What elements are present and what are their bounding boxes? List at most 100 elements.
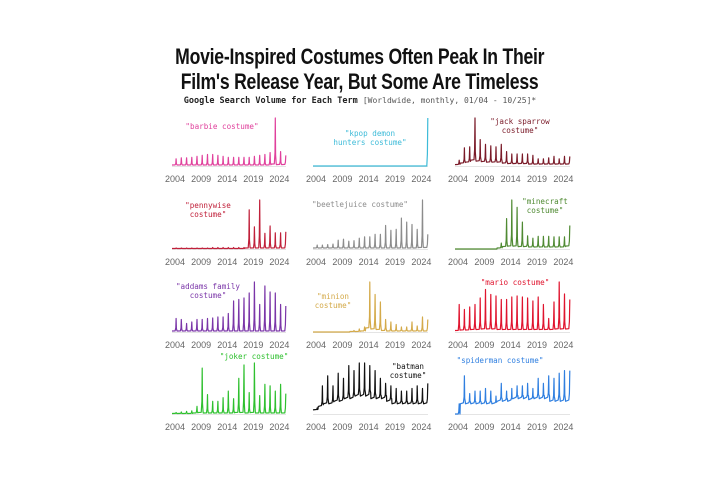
x-tick-label: 2024 (411, 257, 431, 267)
x-tick-label: 2004 (306, 340, 326, 350)
series-line (171, 362, 287, 415)
x-tick-label: 2014 (501, 422, 521, 432)
panel-7: 2004 2009 2014 2019 2024 "addams familycostum… (165, 281, 289, 350)
series-label: "beetlejuice costume" (312, 200, 408, 209)
x-tick-label: 2009 (191, 340, 211, 350)
series-line (455, 199, 571, 250)
panel-1: 2004 2009 2014 2019 2024 "barbie costume" (165, 117, 289, 184)
series-label: "batman (392, 362, 424, 371)
series-label: "kpop demon (345, 129, 395, 138)
x-tick-label: 2019 (385, 257, 405, 267)
series-label: "minion (317, 292, 349, 301)
subtitle-text: Google Search Volume for Each Term (183, 96, 358, 106)
x-tick-label: 2024 (269, 422, 289, 432)
series-line (171, 117, 287, 166)
series-line (312, 362, 429, 411)
x-tick-label: 2024 (553, 422, 573, 432)
x-tick-label: 2019 (527, 422, 547, 432)
panel-5: 2004 2009 2014 2019 2024 "beetlejuice costume… (306, 199, 431, 267)
x-tick-label: 2004 (448, 257, 468, 267)
x-tick-label: 2024 (411, 422, 431, 432)
x-tick-label: 2014 (359, 257, 379, 267)
x-tick-label: 2009 (332, 422, 352, 432)
x-tick-label: 2009 (332, 174, 352, 184)
x-tick-label: 2024 (269, 174, 289, 184)
x-tick-label: 2009 (191, 257, 211, 267)
x-tick-label: 2024 (411, 174, 431, 184)
x-tick-label: 2014 (501, 257, 521, 267)
chart-title: Movie-Inspired Costumes Often Peak In Th… (0, 44, 720, 94)
x-tick-label: 2019 (385, 174, 405, 184)
x-tick-label: 2014 (217, 257, 237, 267)
x-tick-label: 2009 (332, 257, 352, 267)
x-tick-label: 2009 (474, 257, 494, 267)
x-tick-label: 2019 (243, 174, 263, 184)
series-line (313, 281, 429, 333)
x-tick-label: 2014 (217, 174, 237, 184)
x-tick-label: 2004 (306, 257, 326, 267)
series-line (312, 199, 429, 249)
series-label: "minecraft (522, 197, 568, 206)
x-tick-label: 2004 (165, 340, 185, 350)
series-line (454, 281, 571, 332)
x-tick-label: 2019 (527, 340, 547, 350)
series-line (313, 117, 429, 167)
x-tick-label: 2009 (191, 422, 211, 432)
series-label: costume" (190, 210, 227, 219)
x-tick-label: 2019 (243, 422, 263, 432)
x-tick-label: 2024 (269, 257, 289, 267)
x-tick-label: 2004 (306, 174, 326, 184)
x-tick-label: 2014 (501, 340, 521, 350)
x-tick-label: 2019 (243, 257, 263, 267)
x-tick-label: 2014 (359, 340, 379, 350)
series-label: "barbie costume" (185, 122, 258, 131)
title-line-2: Film's Release Year, But Some Are Timele… (181, 69, 539, 94)
x-tick-label: 2014 (501, 174, 521, 184)
x-tick-label: 2024 (269, 340, 289, 350)
series-line (455, 370, 571, 415)
x-tick-label: 2009 (332, 340, 352, 350)
x-tick-label: 2004 (448, 174, 468, 184)
series-label: costume" (190, 291, 227, 300)
x-tick-label: 2009 (474, 174, 494, 184)
x-tick-label: 2004 (165, 422, 185, 432)
panel-10: 2004 2009 2014 2019 2024 "joker costume" (165, 352, 289, 432)
panel-12: 2004 2009 2014 2019 2024 "spiderman costume" (448, 356, 573, 432)
series-label: "addams family (176, 282, 240, 291)
x-tick-label: 2019 (385, 340, 405, 350)
x-tick-label: 2004 (165, 257, 185, 267)
x-tick-label: 2019 (385, 422, 405, 432)
x-tick-label: 2009 (191, 174, 211, 184)
series-label: "jack sparrow (490, 117, 550, 126)
x-tick-label: 2024 (553, 257, 573, 267)
x-tick-label: 2014 (359, 422, 379, 432)
x-tick-label: 2019 (527, 257, 547, 267)
x-tick-label: 2009 (474, 340, 494, 350)
series-line (172, 199, 287, 250)
series-label: hunters costume" (333, 138, 406, 147)
x-tick-label: 2004 (165, 174, 185, 184)
x-tick-label: 2004 (448, 340, 468, 350)
series-label: costume" (390, 371, 427, 380)
series-line (171, 281, 287, 332)
x-tick-label: 2009 (474, 422, 494, 432)
x-tick-label: 2019 (243, 340, 263, 350)
x-tick-label: 2014 (359, 174, 379, 184)
x-tick-label: 2024 (553, 340, 573, 350)
x-tick-label: 2024 (411, 340, 431, 350)
panel-3: 2004 2009 2014 2019 2024 "jack sparrowcostume… (448, 117, 573, 184)
x-tick-label: 2014 (217, 340, 237, 350)
x-tick-label: 2024 (553, 174, 573, 184)
series-label: "pennywise (185, 201, 231, 210)
series-label: "spiderman costume" (457, 356, 544, 365)
panel-9: 2004 2009 2014 2019 2024 "mario costume" (448, 278, 573, 350)
series-line (454, 117, 571, 166)
subtitle-note: [Worldwide, monthly, 01/04 - 10/25]* (362, 96, 537, 105)
chart-subtitle: Google Search Volume for Each Term [Worl… (0, 96, 720, 106)
